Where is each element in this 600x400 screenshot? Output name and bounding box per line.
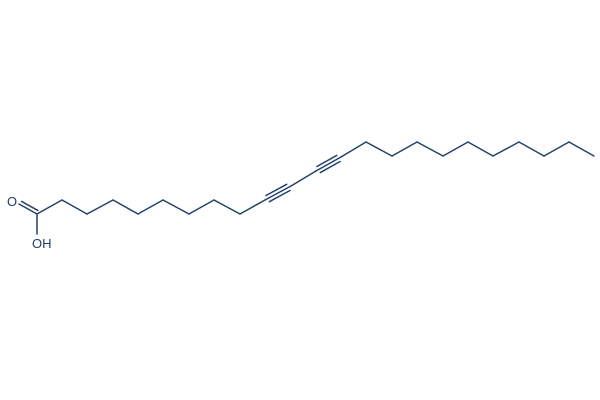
single-bond: [61, 199, 88, 215]
bonds: [18, 141, 595, 235]
triple-bond-outer: [319, 160, 341, 174]
single-bond: [239, 199, 266, 215]
single-bond: [391, 141, 418, 157]
double-bond: [18, 203, 38, 215]
single-bond: [112, 199, 139, 215]
single-bond: [442, 141, 469, 157]
double-bond-inner: [20, 200, 39, 212]
single-bond: [36, 199, 63, 215]
triple-bond: [315, 156, 342, 172]
single-bond: [290, 170, 317, 187]
single-bond: [340, 141, 367, 158]
atom-label-carbonyl-oxygen: O: [7, 194, 17, 209]
single-bond: [86, 199, 114, 215]
single-bond: [518, 141, 545, 157]
triple-bond-outer: [265, 183, 288, 197]
single-bond: [188, 199, 215, 215]
single-bond: [568, 141, 595, 157]
single-bond: [543, 141, 570, 157]
single-bond: [416, 141, 444, 157]
triple-bond-outer: [316, 154, 338, 168]
single-bond: [492, 141, 520, 157]
single-bond: [162, 199, 190, 215]
single-bond: [213, 199, 241, 215]
triple-bond: [264, 185, 292, 201]
atom-label-hydroxyl: OH: [32, 236, 52, 251]
triple-bond-outer: [268, 189, 291, 203]
single-bond: [365, 141, 393, 157]
single-bond: [467, 141, 494, 157]
single-bond: [137, 199, 164, 215]
